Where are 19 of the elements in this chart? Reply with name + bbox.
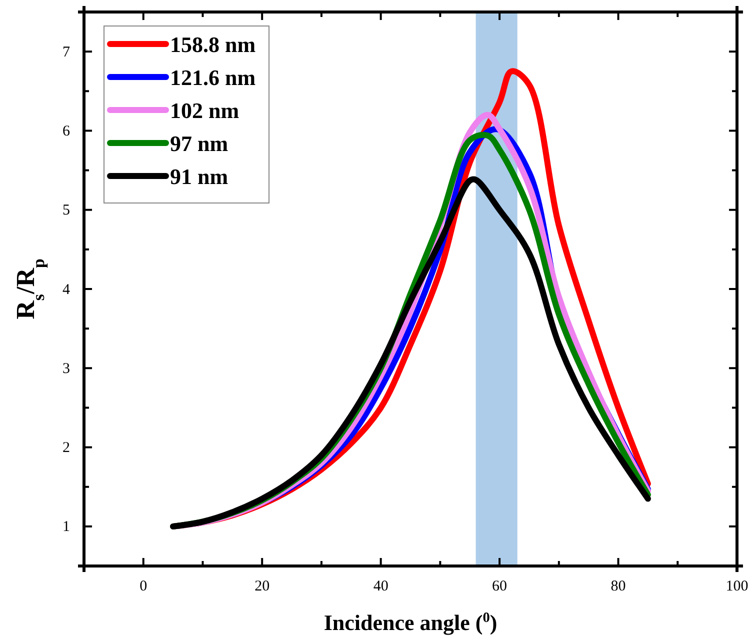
y-tick-label: 1 <box>62 519 70 536</box>
legend-label: 158.8 nm <box>170 32 256 57</box>
legend-label: 91 nm <box>170 164 228 189</box>
x-axis-title: Incidence angle ($^{0}$) <box>324 610 498 635</box>
y-tick-label: 6 <box>62 124 70 140</box>
legend-label: 121.6 nm <box>170 65 256 90</box>
x-tick-label: 60 <box>492 578 508 595</box>
y-tick-label: 7 <box>62 44 70 60</box>
x-tick-label: 80 <box>610 578 626 595</box>
x-tick-label: 20 <box>254 578 270 595</box>
y-tick-label: 2 <box>62 440 70 456</box>
legend-label: 102 nm <box>170 98 240 123</box>
x-tick-label: 100 <box>726 578 748 595</box>
x-tick-label: 40 <box>373 578 388 595</box>
y-tick-label: 3 <box>62 360 70 377</box>
y-tick-label: 5 <box>62 202 70 219</box>
y-tick-label: 4 <box>62 282 70 298</box>
legend-label: 97 nm <box>170 131 228 156</box>
x-tick-label: 0 <box>140 578 148 595</box>
